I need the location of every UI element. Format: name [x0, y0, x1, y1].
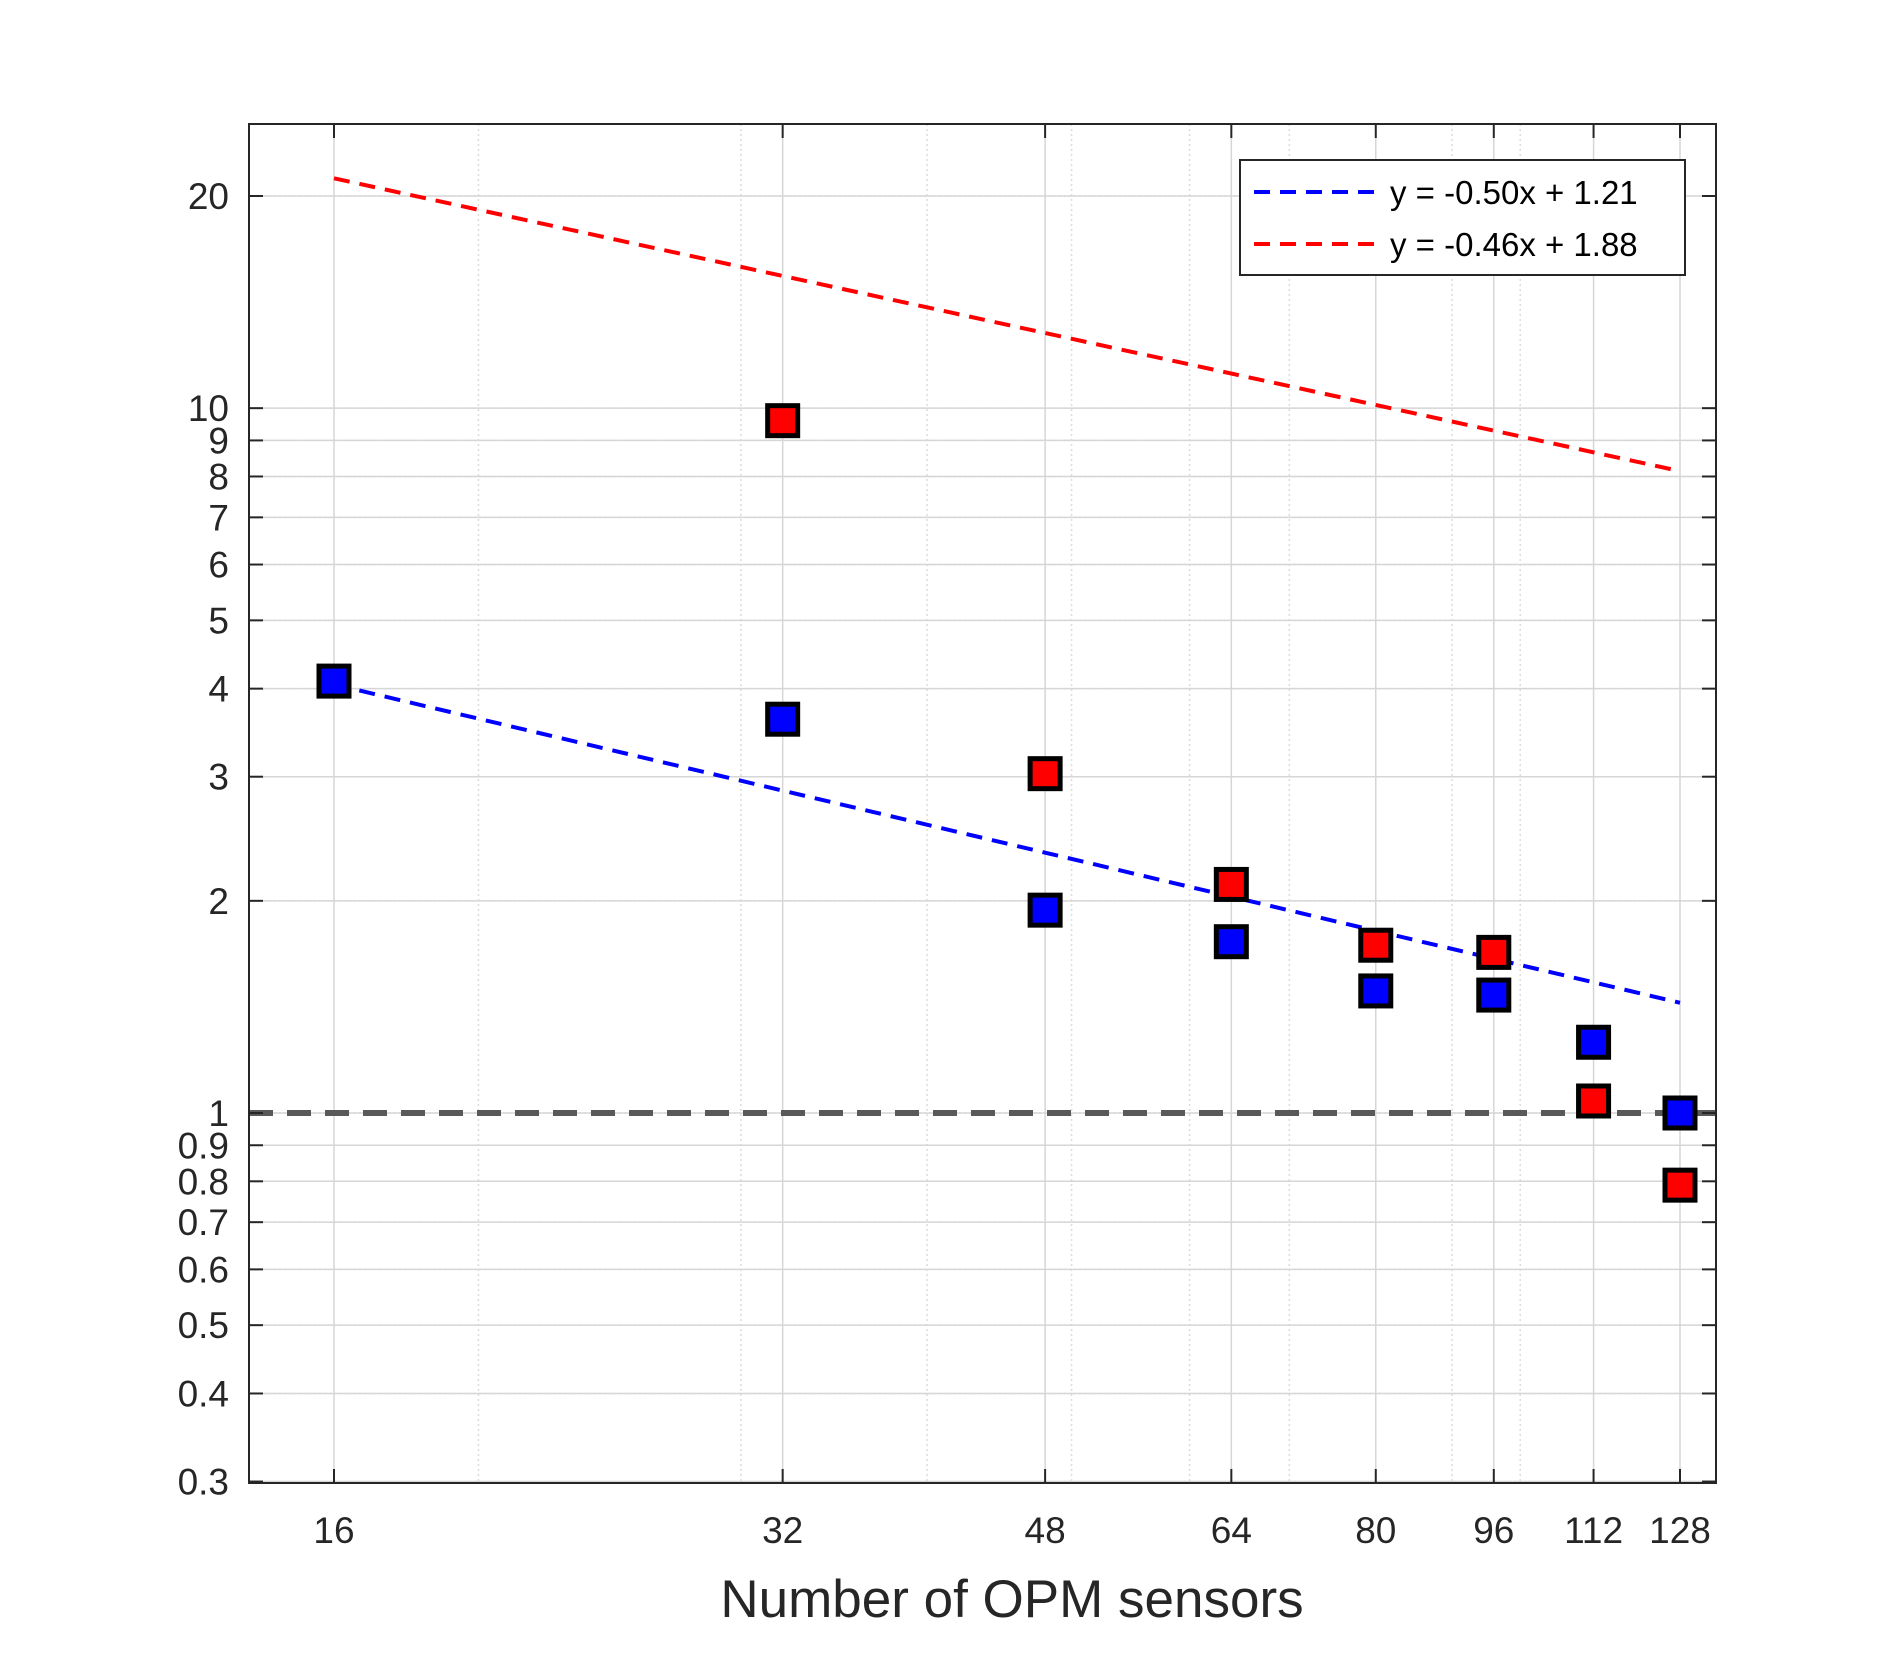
- x-tick-label: 64: [1211, 1510, 1252, 1551]
- x-tick-label: 80: [1355, 1510, 1396, 1551]
- data-point-series-1: [1213, 924, 1249, 960]
- y-tick-label: 10: [188, 388, 229, 429]
- data-point-series-1: [765, 701, 801, 737]
- x-axis-label: Number of OPM sensors: [720, 1570, 1303, 1629]
- data-point-series-1: [1358, 973, 1394, 1009]
- data-point-series-2: [1213, 866, 1249, 902]
- y-tick-label: 20: [188, 176, 229, 217]
- x-tick-label: 112: [1564, 1510, 1623, 1551]
- x-tick-label: 32: [762, 1510, 803, 1551]
- fit-lines: [333, 176, 1681, 1005]
- x-tick-label: 16: [313, 1510, 354, 1551]
- y-tick-label: 0.8: [178, 1161, 229, 1202]
- y-tick-label: 5: [208, 600, 229, 641]
- data-point-series-1: [1476, 977, 1512, 1013]
- data-point-series-2: [1358, 927, 1394, 963]
- y-tick-label: 0.6: [178, 1249, 229, 1290]
- y-tick-label: 0.7: [178, 1202, 229, 1243]
- y-tick-label: 8: [208, 456, 229, 497]
- data-point-series-2: [1027, 756, 1063, 792]
- data-point-series-1: [1027, 892, 1063, 928]
- tick-marks: [249, 124, 1716, 1483]
- fit-line-1: [333, 682, 1681, 1005]
- data-point-series-1: [1662, 1095, 1698, 1131]
- y-tick-label: 0.5: [178, 1305, 229, 1346]
- fit-line-2: [333, 176, 1681, 474]
- x-tick-labels: 16 32 48 64 80 96 112 128: [313, 1510, 1710, 1551]
- data-markers: [316, 403, 1698, 1203]
- legend-box: [1239, 159, 1686, 276]
- minor-grid: [249, 124, 1716, 1483]
- y-tick-label: 7: [208, 497, 229, 538]
- y-tick-label: 2: [208, 881, 229, 922]
- data-point-series-2: [1662, 1167, 1698, 1203]
- data-point-series-2: [1576, 1083, 1612, 1119]
- y-tick-label: 4: [208, 669, 229, 710]
- x-tick-label: 96: [1473, 1510, 1514, 1551]
- y-tick-label: 6: [208, 545, 229, 586]
- data-point-series-1: [316, 663, 352, 699]
- x-tick-label: 48: [1025, 1510, 1066, 1551]
- y-tick-label: 0.4: [178, 1373, 229, 1414]
- data-point-series-2: [1476, 934, 1512, 970]
- data-point-series-2: [765, 403, 801, 439]
- y-tick-label: 3: [208, 757, 229, 798]
- y-tick-label: 9: [208, 420, 229, 461]
- axes-box: [248, 123, 1717, 1484]
- data-point-series-1: [1576, 1024, 1612, 1060]
- x-tick-label: 128: [1649, 1510, 1711, 1551]
- legend: y = -0.50x + 1.21 y = -0.46x + 1.88: [1239, 159, 1686, 276]
- legend-label-2: y = -0.46x + 1.88: [1390, 226, 1638, 263]
- legend-label-1: y = -0.50x + 1.21: [1390, 174, 1638, 211]
- major-grid: [249, 124, 1716, 1483]
- y-tick-label: 0.3: [178, 1462, 229, 1503]
- y-tick-label: 1: [208, 1093, 229, 1134]
- y-tick-label: 0.9: [178, 1125, 229, 1166]
